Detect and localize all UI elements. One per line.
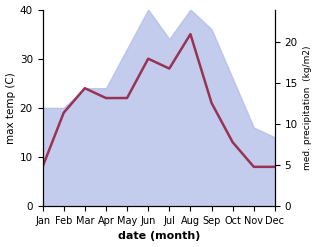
X-axis label: date (month): date (month) bbox=[118, 231, 200, 242]
Y-axis label: max temp (C): max temp (C) bbox=[5, 72, 16, 144]
Y-axis label: med. precipitation  (kg/m2): med. precipitation (kg/m2) bbox=[303, 46, 313, 170]
